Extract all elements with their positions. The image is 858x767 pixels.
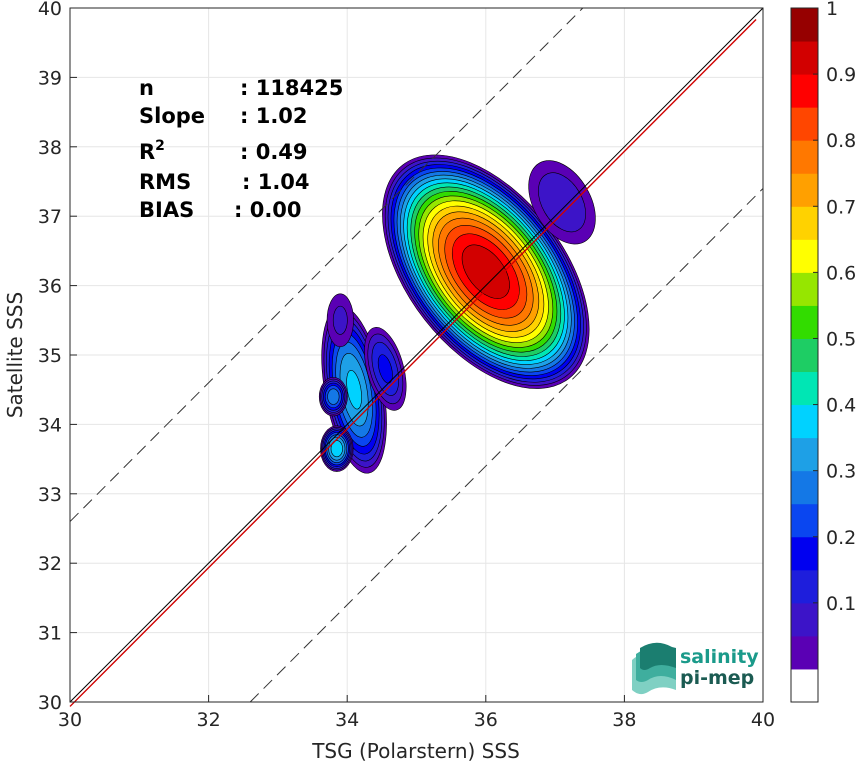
- y-tick-label: 32: [38, 553, 62, 575]
- colorbar-segment: [791, 8, 818, 42]
- regression-line: [69, 19, 757, 707]
- logo-text-line1: salinity: [680, 646, 759, 668]
- x-tick-label: 38: [612, 709, 636, 731]
- colorbar-tick-label: 0.7: [826, 196, 856, 218]
- reference-lines: [69, 7, 764, 707]
- colorbar-segment: [791, 206, 818, 240]
- colorbar-segment: [791, 371, 818, 406]
- colorbar-segment: [791, 140, 818, 174]
- colorbar-segment: [791, 305, 818, 339]
- colorbar-segment: [791, 41, 818, 75]
- y-tick-label: 30: [38, 692, 62, 714]
- colorbar-segment: [791, 239, 818, 273]
- colorbar-segment: [791, 437, 818, 472]
- colorbar-tick-label: 0.4: [826, 395, 856, 417]
- colorbar-segment: [791, 74, 818, 108]
- x-tick-label: 34: [335, 709, 359, 731]
- y-tick-label: 37: [38, 206, 62, 228]
- density-contour: [330, 440, 343, 458]
- colorbar-tick-label: 0.3: [826, 461, 856, 483]
- y-tick-label: 34: [38, 414, 62, 436]
- colorbar-segment: [791, 470, 818, 505]
- stat-label: R2: [139, 138, 165, 164]
- stat-value: : 1.04: [242, 170, 310, 194]
- colorbar-tick-label: 1: [826, 0, 838, 20]
- colorbar-segment: [791, 107, 818, 141]
- colorbar: 0.1 0.2 0.3 0.4 0.5 0.6 0.7 0.8 0.9 1: [790, 0, 856, 703]
- colorbar-segment: [791, 536, 818, 571]
- one-to-one-line: [69, 7, 764, 703]
- logo-waves-icon: [632, 642, 676, 695]
- colorbar-tick-label: 0.9: [826, 64, 856, 86]
- y-tick-label: 40: [38, 0, 62, 20]
- density-contours: [318, 154, 596, 474]
- stat-label: n: [139, 76, 154, 100]
- colorbar-segment: [791, 635, 818, 670]
- stat-value: : 118425: [240, 76, 343, 100]
- colorbar-tick-label: 0.6: [826, 262, 856, 284]
- colorbar-segment: [791, 173, 818, 207]
- stat-value: : 0.49: [240, 140, 308, 164]
- x-tick-label: 36: [474, 709, 498, 731]
- colorbar-segment: [791, 668, 818, 703]
- x-tick-label: 40: [751, 709, 775, 731]
- x-tick-label: 30: [58, 709, 82, 731]
- density-contour: [327, 388, 340, 405]
- offset-dashed-line: [249, 188, 764, 703]
- x-ticks: 30 32 34 36 38 40: [58, 695, 775, 731]
- density-contour: [461, 244, 510, 299]
- y-tick-label: 38: [38, 137, 62, 159]
- salinity-pi-mep-logo: salinity pi-mep: [632, 642, 759, 695]
- stat-value: : 0.00: [234, 198, 302, 222]
- x-tick-label: 32: [197, 709, 221, 731]
- colorbar-segment: [791, 404, 818, 439]
- colorbar-tick-label: 0.1: [826, 593, 856, 615]
- stat-value: : 1.02: [240, 104, 308, 128]
- colorbar-segment: [791, 272, 818, 306]
- colorbar-segment: [791, 338, 818, 373]
- stat-label: RMS: [139, 170, 191, 194]
- y-tick-label: 33: [38, 484, 62, 506]
- stat-label: Slope: [139, 104, 205, 128]
- logo-text-line2: pi-mep: [680, 667, 754, 689]
- stat-label: BIAS: [139, 198, 194, 222]
- colorbar-tick-label: 0.5: [826, 328, 856, 350]
- y-tick-label: 39: [38, 67, 62, 89]
- stats-panel: n : 118425 Slope : 1.02 R2 : 0.49 RMS : 1.04 BIA…: [139, 76, 343, 222]
- y-tick-label: 36: [38, 276, 62, 298]
- colorbar-segment: [791, 602, 818, 637]
- density-contour: [346, 369, 362, 410]
- density-contour: [332, 305, 348, 335]
- y-axis-label: Satellite SSS: [3, 292, 27, 418]
- y-tick-label: 35: [38, 345, 62, 367]
- offset-dashed-line: [69, 7, 584, 522]
- x-axis-label: TSG (Polarstern) SSS: [311, 739, 520, 763]
- y-ticks: 30 31 32 33 34 35 36 37 38 39 40: [38, 0, 77, 714]
- colorbar-segment: [791, 569, 818, 604]
- y-tick-label: 31: [38, 623, 62, 645]
- colorbar-frame: [790, 7, 819, 703]
- colorbar-tick-label: 0.8: [826, 130, 856, 152]
- colorbar-tick-label: 0.2: [826, 527, 856, 549]
- colorbar-segment: [791, 503, 818, 538]
